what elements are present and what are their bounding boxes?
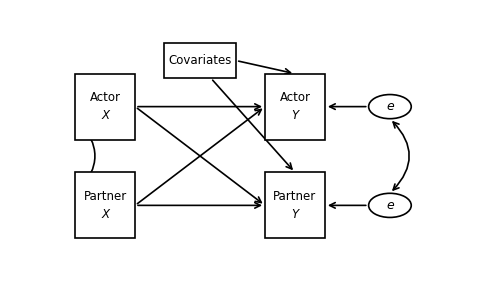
Text: e: e bbox=[386, 100, 394, 113]
FancyBboxPatch shape bbox=[75, 74, 135, 140]
Text: Covariates: Covariates bbox=[168, 54, 232, 67]
Circle shape bbox=[368, 193, 411, 217]
Text: X: X bbox=[101, 208, 109, 221]
FancyBboxPatch shape bbox=[265, 74, 325, 140]
Text: Actor: Actor bbox=[280, 91, 310, 104]
Circle shape bbox=[368, 95, 411, 119]
Text: Partner: Partner bbox=[84, 190, 127, 203]
FancyBboxPatch shape bbox=[75, 172, 135, 238]
Text: X: X bbox=[101, 109, 109, 122]
Text: Partner: Partner bbox=[274, 190, 316, 203]
Text: Y: Y bbox=[292, 109, 298, 122]
Text: Y: Y bbox=[292, 208, 298, 221]
FancyBboxPatch shape bbox=[265, 172, 325, 238]
Text: Actor: Actor bbox=[90, 91, 120, 104]
FancyBboxPatch shape bbox=[164, 43, 236, 78]
Text: e: e bbox=[386, 199, 394, 212]
